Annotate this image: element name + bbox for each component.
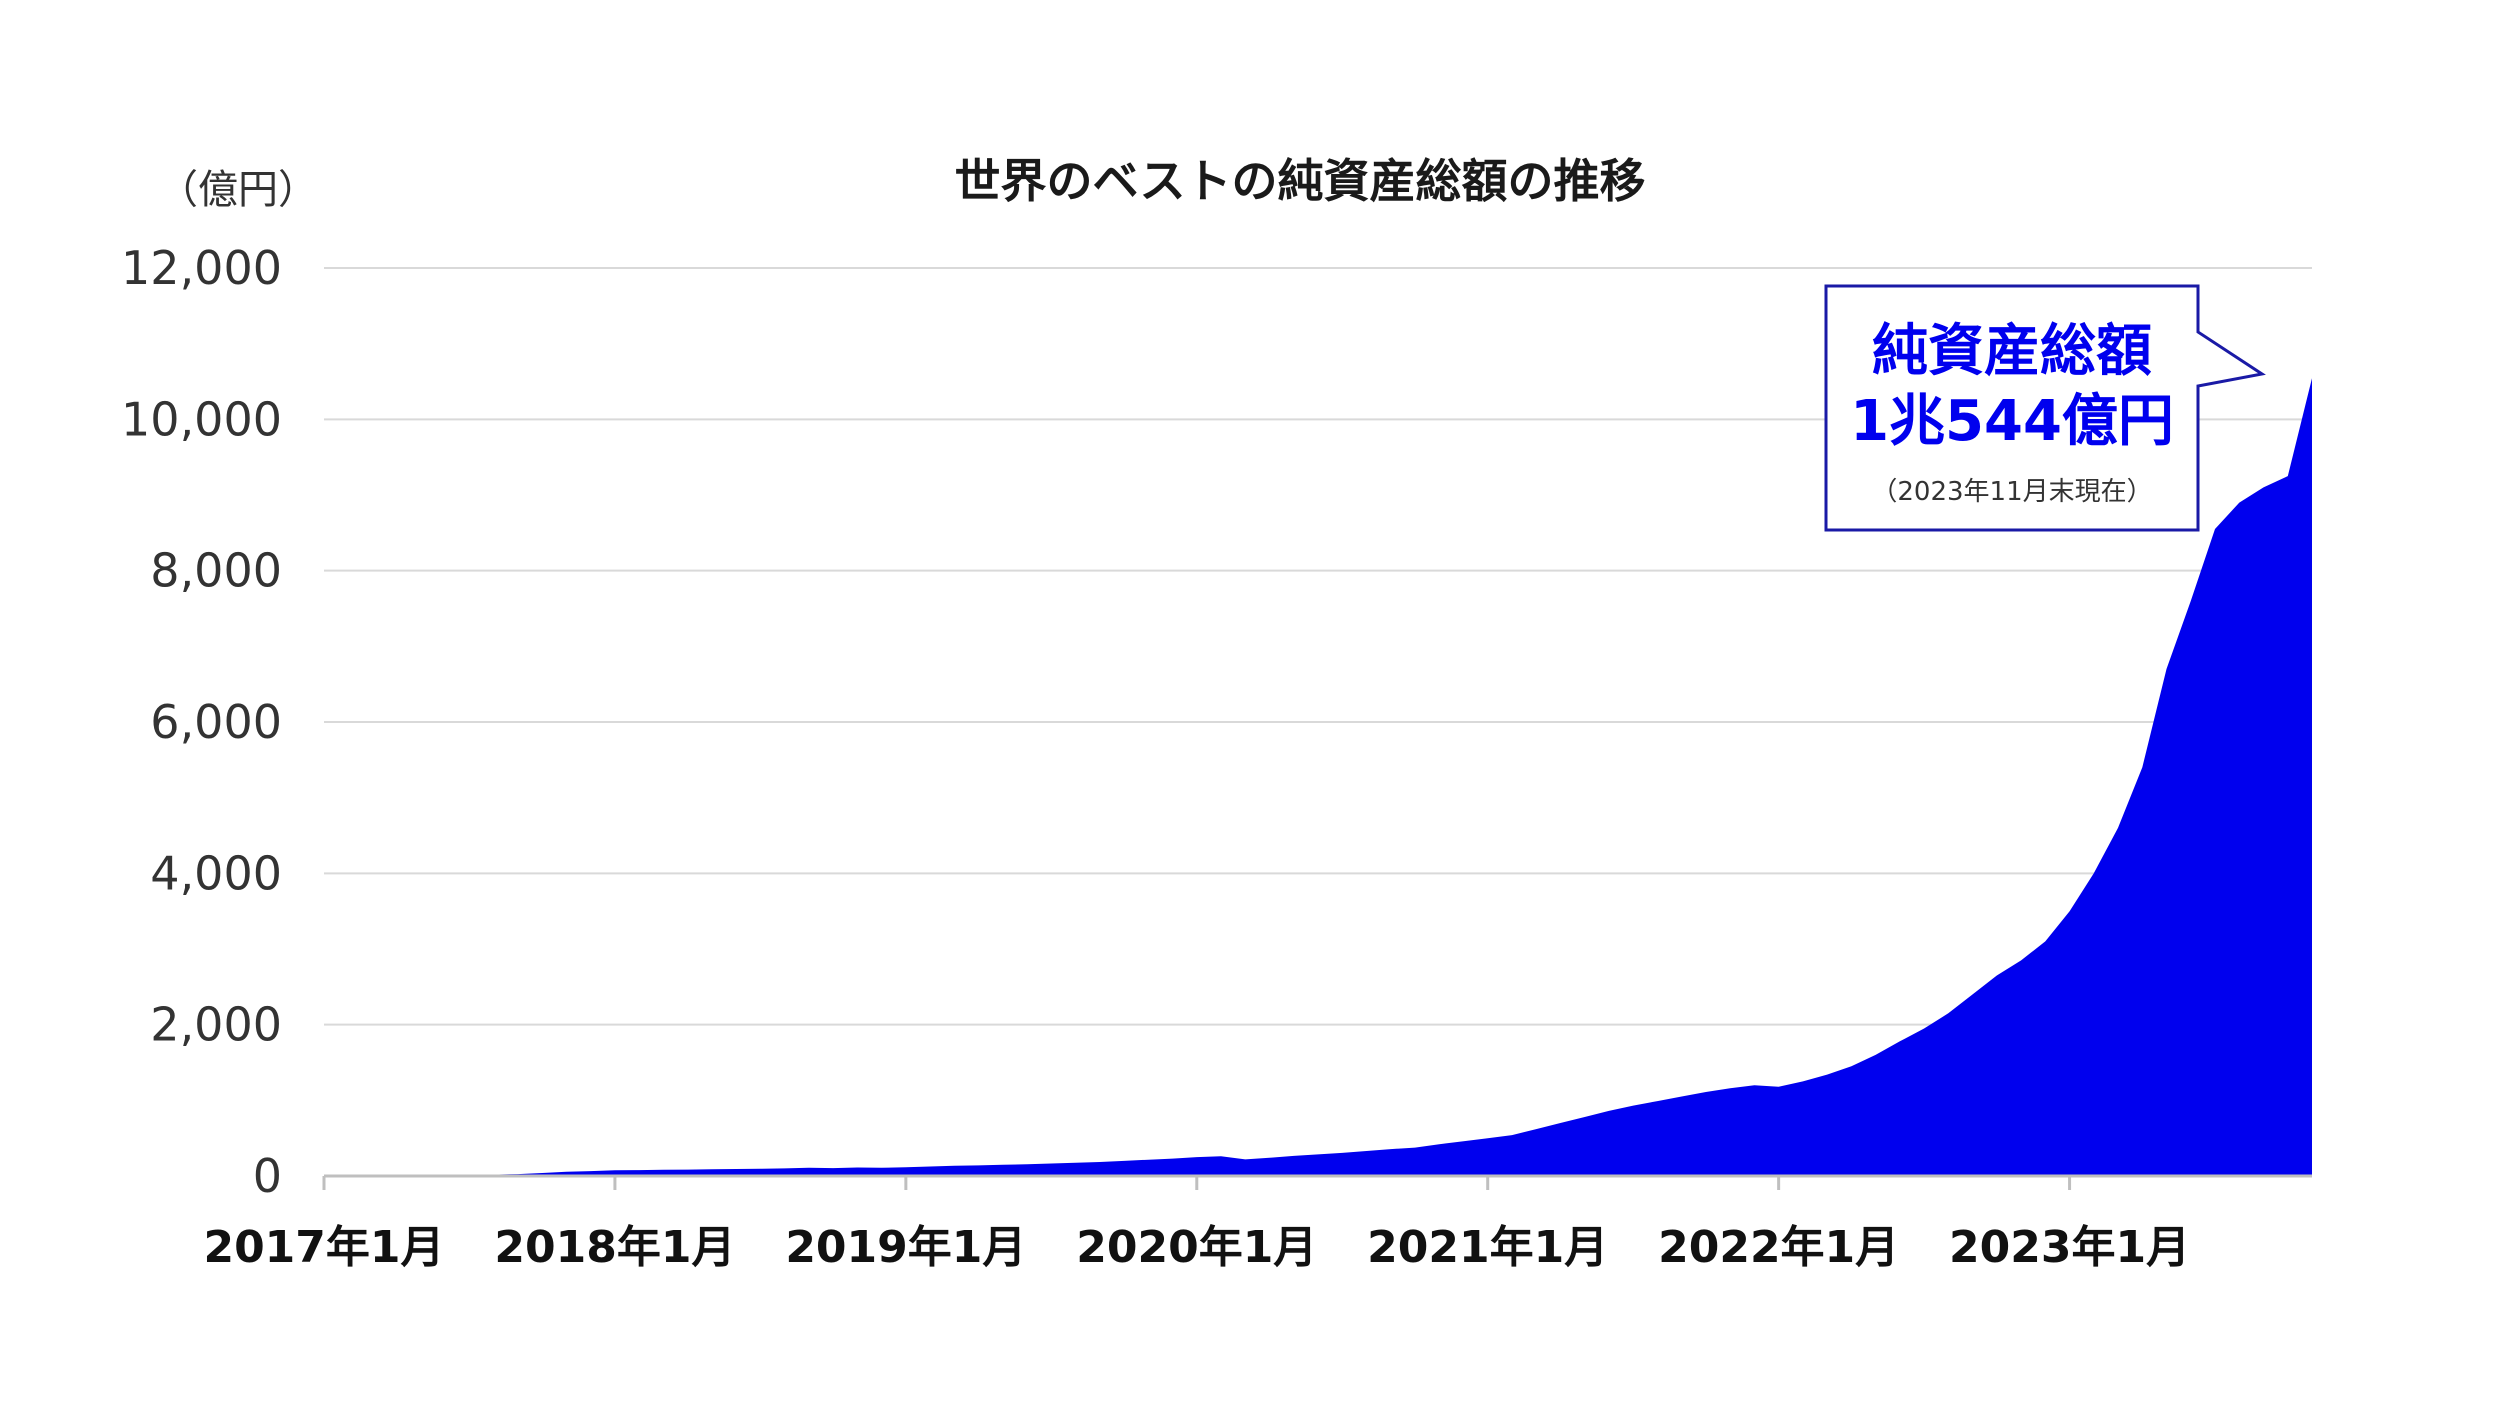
y-tick-label: 2,000 xyxy=(150,998,282,1052)
callout-value: 1兆544億円 xyxy=(1850,389,2174,454)
x-axis-ticks: 2017年1月 2018年1月 2019年1月 2020年1月 2021年1月 2022年… xyxy=(203,1176,2190,1273)
y-tick-label: 10,000 xyxy=(121,392,282,446)
y-tick-label: 0 xyxy=(253,1149,282,1203)
x-tick-label: 2017年1月 xyxy=(203,1222,444,1273)
x-tick-label: 2022年1月 xyxy=(1658,1222,1899,1273)
x-tick-label: 2018年1月 xyxy=(494,1222,735,1273)
area-series-fill xyxy=(324,378,2312,1176)
x-tick-label: 2019年1月 xyxy=(785,1222,1026,1273)
callout-note: （2023年11月末現在） xyxy=(1871,477,2152,507)
callout-box: 純資産総額 1兆544億円 （2023年11月末現在） xyxy=(1824,284,2266,532)
chart-title: 世界のベストの純資産総額の推移 xyxy=(955,154,1646,208)
callout-border xyxy=(1824,284,2266,532)
y-axis-ticks: 0 2,000 4,000 6,000 8,000 10,000 12,000 xyxy=(121,241,282,1203)
y-axis-unit-label: （億円） xyxy=(158,167,318,213)
y-tick-label: 6,000 xyxy=(150,695,282,749)
x-tick-label: 2021年1月 xyxy=(1367,1222,1608,1273)
callout-label: 純資産総額 xyxy=(1872,319,2152,384)
x-tick-label: 2023年1月 xyxy=(1949,1222,2190,1273)
y-tick-label: 12,000 xyxy=(121,241,282,295)
y-tick-label: 4,000 xyxy=(150,846,282,900)
x-tick-label: 2020年1月 xyxy=(1076,1222,1317,1273)
area-series xyxy=(324,378,2312,1176)
y-tick-label: 8,000 xyxy=(150,544,282,598)
